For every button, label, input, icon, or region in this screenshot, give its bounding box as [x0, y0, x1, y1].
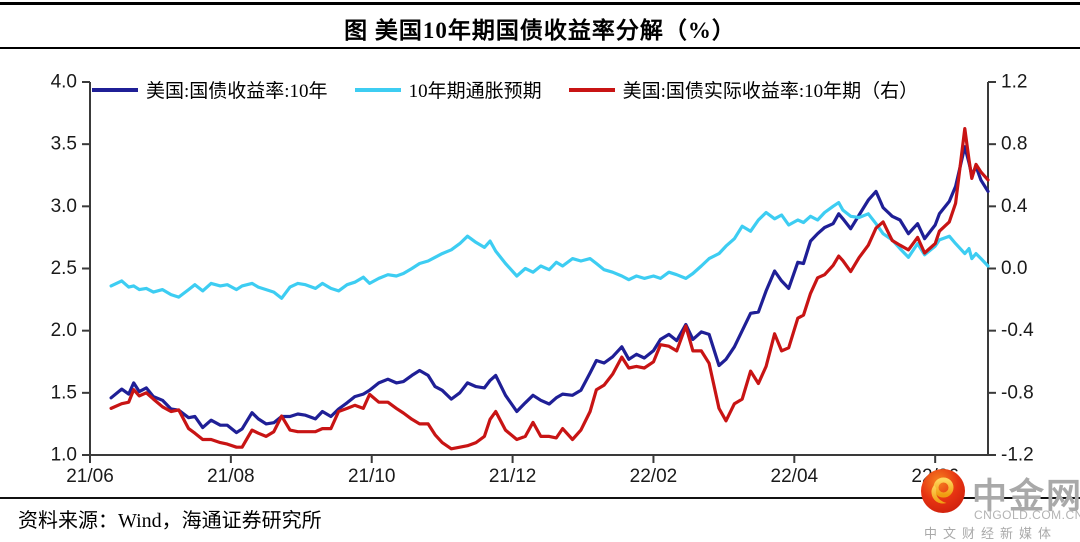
right-axis-label: -0.8	[1001, 382, 1034, 403]
x-axis-label: 22/04	[771, 466, 819, 487]
series-line	[109, 145, 990, 435]
right-axis-label: -1.2	[1001, 445, 1034, 466]
data-source-note: 资料来源：Wind，海通证券研究所	[18, 510, 322, 532]
left-axis-label: 1.0	[51, 445, 77, 466]
left-axis-label: 2.5	[51, 258, 77, 279]
watermark-domain: CNGOLD.COM.CN	[974, 508, 1080, 522]
right-axis-label: 1.2	[1001, 72, 1027, 93]
left-axis-label: 1.5	[51, 382, 77, 403]
title-divider-rule	[0, 47, 1080, 49]
x-axis-label: 21/06	[66, 466, 114, 487]
legend-line-swatch	[92, 87, 138, 92]
left-axis-label: 3.0	[51, 196, 77, 217]
x-axis-label: 21/12	[489, 466, 537, 487]
right-axis-label: 0.8	[1001, 134, 1027, 155]
series-line	[109, 127, 990, 451]
x-axis-label: 21/10	[348, 466, 396, 487]
right-axis-label: -0.4	[1001, 320, 1034, 341]
legend-line-swatch	[354, 87, 401, 92]
cngold-watermark: 中金网 CNGOLD.COM.CN 中文财经新媒体	[898, 465, 1080, 541]
legend-label: 美国:国债收益率:10年	[146, 81, 328, 102]
watermark-tagline: 中文财经新媒体	[924, 526, 1058, 541]
top-border-rule	[0, 2, 1080, 5]
x-axis-label: 22/02	[630, 466, 678, 487]
legend-item: 美国:国债实际收益率:10年期（右）	[568, 76, 919, 103]
series-line	[109, 201, 990, 300]
right-axis-label: 0.0	[1001, 258, 1027, 279]
chart-legend: 美国:国债收益率:10年 10年期通胀预期 美国:国债实际收益率:10年期（右）	[92, 76, 918, 103]
watermark-name: 中金网	[972, 477, 1080, 516]
footer-divider-rule	[0, 497, 1080, 499]
right-axis-label: 0.4	[1001, 196, 1028, 217]
chart-title: 图 美国10年期国债收益率分解（%）	[344, 18, 736, 43]
x-axis-label: 21/08	[207, 466, 255, 487]
legend-line-swatch	[568, 87, 615, 92]
legend-item: 10年期通胀预期	[354, 76, 542, 103]
cngold-logo-icon	[921, 469, 965, 513]
legend-item: 美国:国债收益率:10年	[92, 76, 328, 103]
legend-label: 美国:国债实际收益率:10年期（右）	[622, 81, 919, 102]
left-axis-label: 4.0	[51, 72, 77, 93]
left-axis-label: 2.0	[51, 320, 77, 341]
left-axis-label: 3.5	[51, 134, 77, 155]
legend-label: 10年期通胀预期	[408, 81, 542, 102]
